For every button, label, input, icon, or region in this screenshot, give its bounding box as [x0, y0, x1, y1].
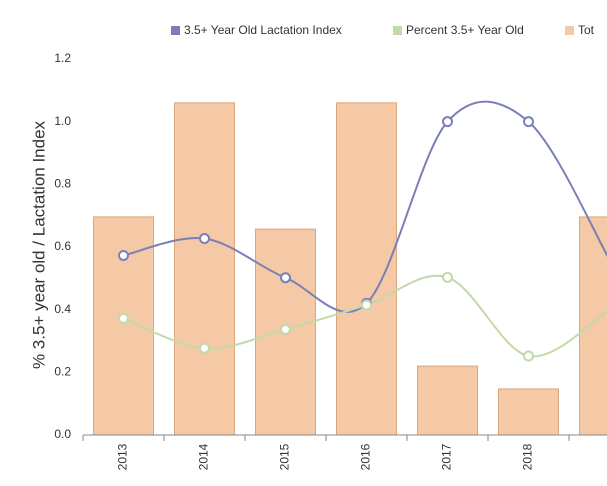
legend-label: Percent 3.5+ Year Old [406, 23, 524, 37]
y-tick-label: 0.4 [54, 302, 71, 316]
x-tick-label: 2014 [197, 443, 211, 470]
point [523, 116, 534, 128]
point [118, 312, 129, 324]
y-tick-label: 0.8 [54, 177, 71, 191]
y-tick-label: 0.0 [54, 427, 71, 441]
point [280, 272, 291, 284]
y-tick-label: 1.0 [54, 114, 71, 128]
point [118, 249, 129, 261]
point [199, 342, 210, 354]
point [442, 116, 453, 128]
legend-label: Tot [578, 23, 595, 37]
bar [498, 388, 559, 436]
legend-swatch [171, 26, 180, 35]
y-axis-title: % 3.5+ year old / Lactation Index [29, 120, 48, 369]
x-tick-label: 2016 [359, 443, 373, 470]
legend-swatch [393, 26, 402, 35]
y-tick-label: 0.6 [54, 239, 71, 253]
legend-swatch [565, 26, 574, 35]
y-tick-label: 0.2 [54, 365, 71, 379]
legend-label: 3.5+ Year Old Lactation Index [184, 23, 342, 37]
bar [417, 365, 478, 436]
point [280, 323, 291, 335]
x-tick-label: 2015 [278, 443, 292, 470]
bar [174, 102, 235, 436]
x-tick-label: 2013 [116, 443, 130, 470]
point [361, 299, 372, 311]
point [442, 271, 453, 283]
y-tick-label: 1.2 [54, 51, 71, 65]
bar [579, 216, 607, 436]
point [199, 233, 210, 245]
point [523, 350, 534, 362]
x-tick-label: 2018 [521, 443, 535, 470]
x-tick-label: 2017 [440, 443, 454, 470]
